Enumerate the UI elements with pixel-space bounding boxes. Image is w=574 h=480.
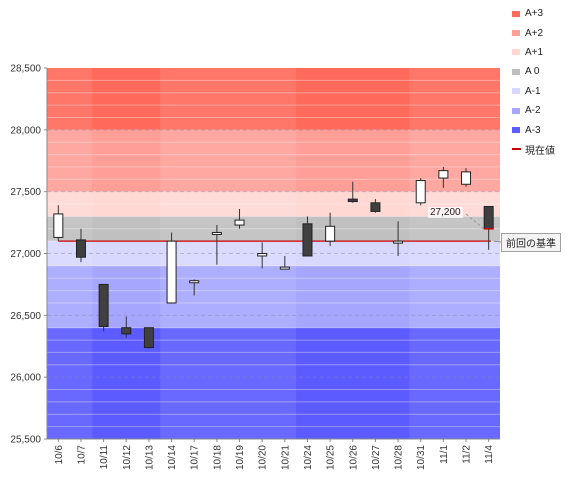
legend-swatch xyxy=(512,107,520,114)
candle-body xyxy=(53,213,64,238)
legend-item: 現在値 xyxy=(512,140,572,159)
x-tick-label: 11/2 xyxy=(462,445,473,464)
x-tick-label: 10/24 xyxy=(303,445,314,470)
legend-swatch xyxy=(512,127,520,134)
x-tick-label: 10/6 xyxy=(54,445,65,465)
candle-body xyxy=(98,283,109,327)
x-tick-label: 10/28 xyxy=(394,445,405,470)
candle-body xyxy=(121,327,132,335)
annotation-connectors xyxy=(465,213,502,243)
y-tick-label: 27,000 xyxy=(10,249,41,260)
y-tick-label: 26,000 xyxy=(10,373,41,384)
legend-swatch xyxy=(512,68,520,75)
callout-connector xyxy=(493,240,502,243)
week-shade xyxy=(409,68,500,439)
legend-label: A-3 xyxy=(525,124,541,136)
legend-item: A+3 xyxy=(512,4,572,23)
chart-legend: A+3 A+2 A+1 A 0 A-1 A-2 A-3 現在値 xyxy=(512,4,572,159)
current-value-connector xyxy=(465,213,484,230)
legend-label: A-2 xyxy=(525,105,541,117)
x-tick-label: 10/7 xyxy=(76,445,87,465)
legend-item: A-1 xyxy=(512,82,572,101)
x-tick-label: 10/21 xyxy=(280,445,291,470)
x-tick-label: 10/17 xyxy=(190,445,201,470)
legend-swatch xyxy=(512,88,520,95)
x-tick-label: 10/18 xyxy=(212,445,223,470)
candle-body xyxy=(370,202,381,212)
y-tick-label: 26,500 xyxy=(10,311,41,322)
candle-body xyxy=(483,206,494,230)
x-tick-label: 10/25 xyxy=(326,445,337,470)
candle-body xyxy=(143,327,154,348)
candle-body xyxy=(393,240,404,244)
candle-body xyxy=(347,198,358,203)
candle-body xyxy=(234,219,245,226)
x-tick-label: 10/14 xyxy=(167,445,178,470)
current-value-label: 27,200 xyxy=(428,207,463,218)
x-tick-label: 10/20 xyxy=(258,445,269,470)
y-tick-label: 28,000 xyxy=(10,125,41,136)
band-aminus2 xyxy=(47,265,500,328)
legend-item: A+1 xyxy=(512,43,572,62)
x-tick-label: 10/13 xyxy=(144,445,155,470)
legend-item: A 0 xyxy=(512,62,572,81)
x-tick-label: 10/11 xyxy=(99,445,110,470)
x-tick-label: 11/4 xyxy=(484,445,495,464)
legend-item: A+2 xyxy=(512,23,572,42)
price-bands xyxy=(47,68,500,439)
x-tick-label: 10/27 xyxy=(371,445,382,470)
legend-item: A-3 xyxy=(512,120,572,139)
legend-label: A+2 xyxy=(525,27,544,39)
legend-label: A-1 xyxy=(525,85,541,97)
gridlines xyxy=(47,79,500,428)
legend-swatch xyxy=(512,30,520,37)
y-tick-label: 25,500 xyxy=(10,435,41,446)
y-tick-label: 27,500 xyxy=(10,187,41,198)
candle-body xyxy=(325,225,336,242)
x-tick-label: 10/26 xyxy=(348,445,359,470)
candle-body xyxy=(211,231,222,235)
candle-body xyxy=(415,180,426,204)
legend-item: A-2 xyxy=(512,101,572,120)
legend-swatch xyxy=(512,49,520,56)
candle-body xyxy=(302,223,313,257)
candle-body xyxy=(166,240,177,304)
y-axis-ticks: 25,500 26,000 26,500 27,000 27,500 28,000 28,5… xyxy=(10,64,47,446)
previous-baseline-callout: 前回の基準 xyxy=(501,233,561,252)
candles xyxy=(53,166,494,349)
band-a0 xyxy=(47,216,500,242)
x-axis-ticks: 10/6 10/7 10/11 10/12 10/13 10/14 10/17 10/18 10… xyxy=(54,439,495,470)
legend-swatch xyxy=(512,10,520,17)
candle-body xyxy=(279,266,290,270)
legend-label: A+3 xyxy=(525,8,544,20)
x-tick-label: 11/1 xyxy=(439,445,450,464)
legend-label: 現在値 xyxy=(525,145,555,157)
legend-label: A+1 xyxy=(525,46,544,58)
candle-body xyxy=(461,171,472,185)
y-tick-label: 28,500 xyxy=(10,64,41,75)
week-shade xyxy=(160,68,297,439)
legend-label: A 0 xyxy=(525,66,540,78)
week-shading xyxy=(47,68,500,439)
band-aplus3 xyxy=(47,68,500,130)
candle-body xyxy=(438,170,449,179)
candle-body xyxy=(189,280,200,284)
band-aminus1 xyxy=(47,241,500,266)
band-aminus3 xyxy=(47,327,500,439)
candle-body xyxy=(75,239,86,258)
x-tick-label: 10/12 xyxy=(122,445,133,470)
x-tick-label: 10/19 xyxy=(235,445,246,470)
candle-body xyxy=(257,253,268,257)
legend-swatch xyxy=(512,148,521,151)
x-tick-label: 10/31 xyxy=(416,445,427,470)
